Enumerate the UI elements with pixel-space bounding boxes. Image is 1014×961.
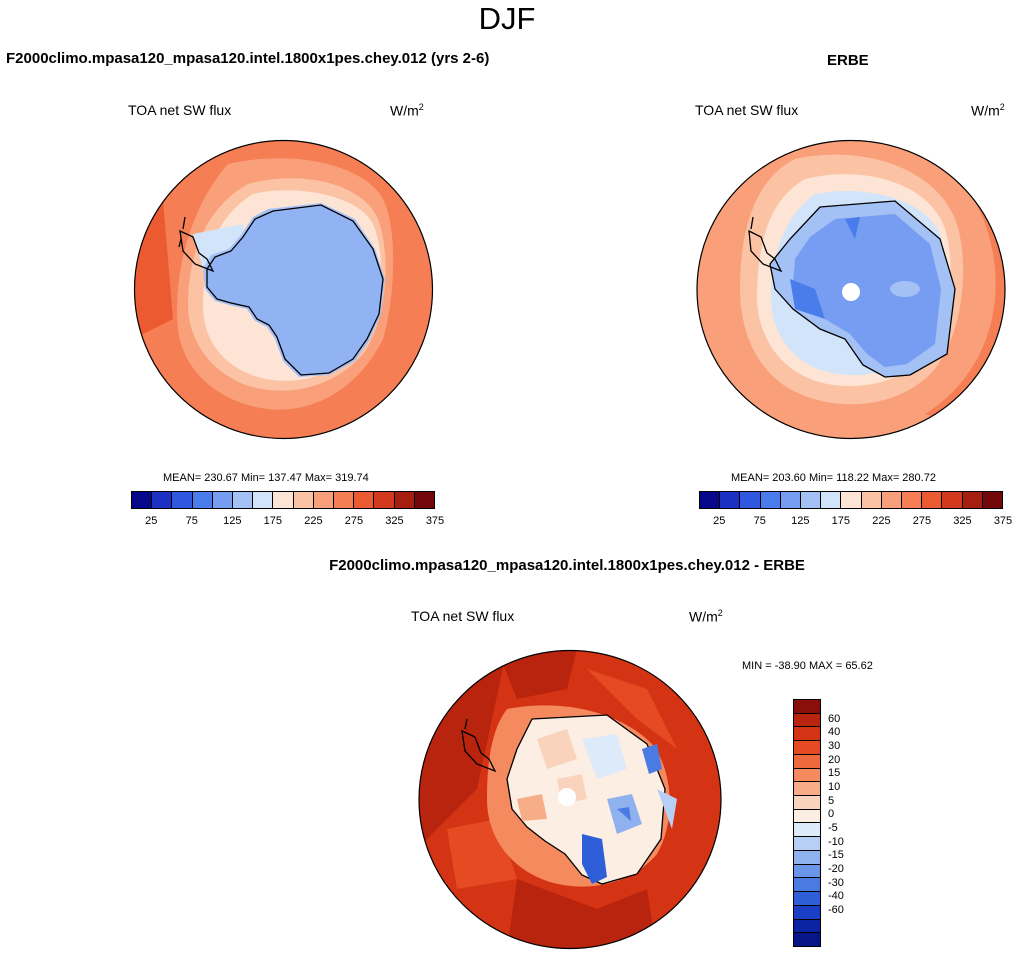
diff-polar-map <box>418 649 722 950</box>
diff-colorbar-tick-label: 30 <box>828 740 841 752</box>
obs-colorbar-swatch <box>881 492 903 508</box>
diff-colorbar-swatch <box>794 864 820 879</box>
diff-colorbar-tick-label: -40 <box>828 890 844 903</box>
diff-colorbar-swatch <box>794 933 820 946</box>
model-colorbar-swatch <box>354 492 375 508</box>
obs-colorbar <box>699 491 1003 509</box>
diff-colorbar <box>793 699 821 947</box>
diff-colorbar-swatch <box>794 850 820 865</box>
obs-colorbar-swatch <box>841 492 862 508</box>
model-colorbar-swatch <box>253 492 274 508</box>
obs-polar-map <box>696 139 1006 440</box>
model-colorbar-swatch <box>233 492 254 508</box>
obs-colorbar-swatch <box>982 492 1003 508</box>
model-colorbar-tick-label: 375 <box>425 515 445 527</box>
obs-colorbar-tick-label: 225 <box>872 515 891 527</box>
model-colorbar-swatch <box>273 492 294 508</box>
obs-stats: MEAN= 203.60 Min= 118.22 Max= 280.72 <box>731 472 936 484</box>
model-case-title: F2000climo.mpasa120_mpasa120.intel.1800x… <box>6 50 490 67</box>
diff-colorbar-swatch <box>794 741 820 755</box>
obs-colorbar-tick-label: 125 <box>791 515 810 527</box>
obs-colorbar-swatch <box>740 492 761 508</box>
obs-colorbar-swatch <box>942 492 963 508</box>
model-stats: MEAN= 230.67 Min= 137.47 Max= 319.74 <box>163 472 369 484</box>
diff-colorbar-swatch <box>794 768 820 783</box>
diff-colorbar-swatch <box>794 823 820 838</box>
model-colorbar-swatch <box>334 492 355 508</box>
model-colorbar-tick-label: 325 <box>385 515 404 527</box>
diff-colorbar-tick-label: 10 <box>828 781 841 793</box>
model-colorbar-tick-label: 75 <box>185 515 198 527</box>
obs-colorbar-swatch <box>922 492 943 508</box>
obs-colorbar-tick-label: 175 <box>831 515 851 527</box>
diff-colorbar-tick-label: 15 <box>828 767 841 780</box>
diff-variable-label: TOA net SW flux <box>411 608 515 624</box>
diff-colorbar-swatch <box>794 700 820 714</box>
diff-colorbar-swatch <box>794 754 820 769</box>
diff-colorbar-tick-label: 60 <box>828 712 841 725</box>
obs-units-label: W/m2 <box>971 102 1005 119</box>
obs-case-title: ERBE <box>827 52 869 69</box>
diff-colorbar-swatch <box>794 809 820 824</box>
model-colorbar-tick-label: 125 <box>223 515 242 527</box>
obs-colorbar-tick-label: 375 <box>993 515 1013 527</box>
model-colorbar-swatch <box>313 492 335 508</box>
diff-colorbar-swatch <box>794 837 820 851</box>
diff-colorbar-swatch <box>794 713 820 728</box>
obs-variable-label: TOA net SW flux <box>695 102 799 118</box>
diff-colorbar-tick-label: -30 <box>828 876 844 889</box>
diff-colorbar-tick-label: -15 <box>828 849 844 862</box>
diff-colorbar-tick-label: -10 <box>828 835 844 848</box>
diff-stats: MIN = -38.90 MAX = 65.62 <box>742 660 873 672</box>
obs-colorbar-swatch <box>700 492 721 508</box>
diff-colorbar-tick-label: -5 <box>828 822 838 834</box>
diff-colorbar-tick-label: 5 <box>828 794 835 807</box>
model-colorbar-swatch <box>394 492 415 508</box>
model-colorbar-tick-label: 175 <box>263 515 283 527</box>
model-colorbar-swatch <box>192 492 213 508</box>
obs-colorbar-swatch <box>902 492 923 508</box>
obs-colorbar-swatch <box>801 492 822 508</box>
model-variable-label: TOA net SW flux <box>128 102 232 118</box>
model-units-label: W/m2 <box>390 102 424 119</box>
model-colorbar <box>131 491 435 509</box>
diff-colorbar-tick-label: 20 <box>828 753 841 766</box>
diff-case-title: F2000climo.mpasa120_mpasa120.intel.1800x… <box>329 557 805 574</box>
model-colorbar-swatch <box>132 492 153 508</box>
diff-colorbar-tick-label: -60 <box>828 904 844 916</box>
diff-colorbar-tick-label: -20 <box>828 863 844 875</box>
page-title: DJF <box>478 1 536 36</box>
diff-colorbar-swatch <box>794 892 820 906</box>
diff-units-label: W/m2 <box>689 608 723 625</box>
obs-colorbar-swatch <box>821 492 842 508</box>
obs-colorbar-swatch <box>760 492 781 508</box>
model-colorbar-swatch <box>374 492 395 508</box>
diff-colorbar-tick-label: 40 <box>828 726 841 739</box>
diff-colorbar-swatch <box>794 878 820 893</box>
diff-colorbar-tick-label: 0 <box>828 808 835 821</box>
obs-colorbar-swatch <box>720 492 741 508</box>
obs-colorbar-tick-label: 275 <box>912 515 932 527</box>
obs-colorbar-swatch <box>780 492 802 508</box>
model-colorbar-tick-label: 275 <box>344 515 364 527</box>
model-colorbar-swatch <box>212 492 234 508</box>
diff-colorbar-swatch <box>794 905 820 920</box>
diff-colorbar-swatch <box>794 919 820 934</box>
model-colorbar-swatch <box>293 492 314 508</box>
model-polar-map <box>133 139 434 440</box>
obs-colorbar-tick-label: 25 <box>713 515 726 527</box>
model-colorbar-swatch <box>152 492 173 508</box>
model-colorbar-tick-label: 225 <box>304 515 323 527</box>
diff-colorbar-swatch <box>794 727 820 742</box>
diff-colorbar-swatch <box>794 796 820 810</box>
model-colorbar-swatch <box>414 492 435 508</box>
obs-colorbar-tick-label: 75 <box>753 515 766 527</box>
obs-colorbar-swatch <box>861 492 882 508</box>
diff-colorbar-swatch <box>794 782 820 797</box>
obs-colorbar-swatch <box>962 492 983 508</box>
model-colorbar-swatch <box>172 492 193 508</box>
obs-colorbar-tick-label: 325 <box>953 515 972 527</box>
diff-colorbar-ticks: 60 40 30 20 15 10 5 0 -5 -10 -15 -20 -30 -40 -60 <box>828 699 868 949</box>
model-colorbar-tick-label: 25 <box>145 515 158 527</box>
